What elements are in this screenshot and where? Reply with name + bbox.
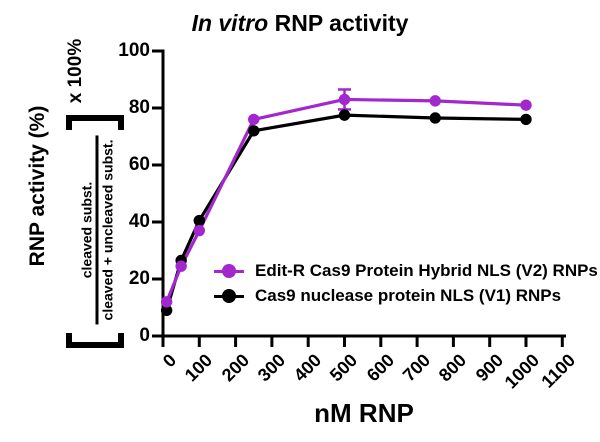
data-point — [520, 99, 532, 111]
legend-label-v2: Edit-R Cas9 Protein Hybrid NLS (V2) RNPs — [255, 261, 598, 280]
y-tick-label: 60 — [128, 154, 150, 175]
data-point — [338, 93, 351, 106]
x-axis-title: nM RNP — [314, 398, 414, 428]
data-point — [175, 260, 187, 272]
data-point — [193, 224, 205, 237]
data-point — [248, 113, 260, 126]
y-tick-label: 40 — [128, 211, 150, 232]
y-axis-bracket-bottom — [66, 333, 124, 348]
legend-dot-icon — [222, 264, 236, 278]
y-axis-fraction: cleaved subst. cleaved + uncleaved subst… — [78, 135, 116, 325]
legend-marker-black — [214, 289, 244, 303]
data-point — [248, 125, 260, 137]
y-axis-title: RNP activity (%) — [26, 105, 49, 267]
data-point — [429, 112, 441, 124]
y-tick-label: 0 — [139, 325, 150, 346]
chart-title-rest: RNP activity — [268, 10, 409, 36]
data-point — [160, 296, 173, 308]
y-tick-label: 100 — [118, 40, 150, 61]
chart-title-italic: In vitro — [191, 10, 269, 36]
data-point — [338, 109, 351, 121]
legend-item-v1: Cas9 nuclease protein NLS (V1) RNPs — [214, 286, 562, 305]
data-point — [429, 95, 441, 107]
fraction-denominator: cleaved + uncleaved subst. — [99, 139, 116, 321]
series-line — [165, 113, 527, 311]
y-tick-label: 20 — [128, 268, 150, 289]
legend-item-v2: Edit-R Cas9 Protein Hybrid NLS (V2) RNPs — [214, 261, 598, 280]
data-point — [520, 113, 532, 126]
y-axis-multiplier-label: x 100% — [65, 38, 86, 104]
data-point — [160, 304, 173, 317]
legend-marker-purple — [214, 264, 244, 278]
chart-title: In vitro RNP activity — [0, 10, 600, 37]
data-point — [193, 214, 205, 227]
y-tick-label: 80 — [128, 97, 150, 118]
y-axis-bracket-top — [66, 115, 124, 130]
legend-dot-icon — [222, 289, 236, 303]
fraction-numerator: cleaved subst. — [78, 135, 99, 325]
legend-label-v1: Cas9 nuclease protein NLS (V1) RNPs — [255, 286, 562, 305]
